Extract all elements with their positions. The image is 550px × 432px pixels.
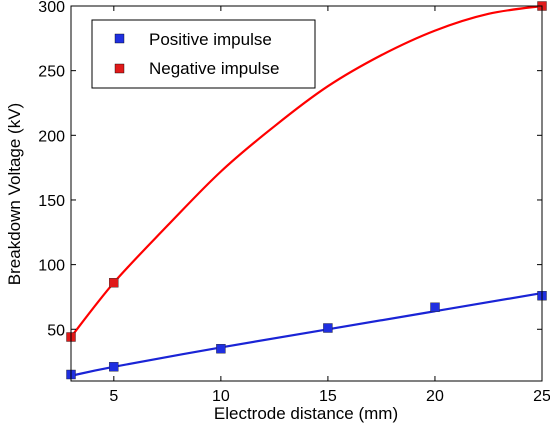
marker-negative-impulse-1 bbox=[109, 278, 119, 288]
legend-label-positive-impulse: Positive impulse bbox=[149, 30, 272, 49]
legend-label-negative-impulse: Negative impulse bbox=[149, 59, 279, 78]
y-tick-label-50: 50 bbox=[47, 322, 65, 339]
marker-positive-impulse-2 bbox=[216, 344, 226, 354]
legend-marker-positive-impulse bbox=[114, 33, 125, 44]
y-tick-label-200: 200 bbox=[38, 128, 65, 145]
y-tick-label-150: 150 bbox=[38, 193, 65, 210]
x-tick-label-20: 20 bbox=[426, 388, 444, 405]
legend-marker-negative-impulse bbox=[114, 63, 125, 74]
marker-positive-impulse-4 bbox=[430, 302, 440, 312]
y-axis-label: Breakdown Voltage (kV) bbox=[5, 103, 24, 285]
legend-box bbox=[91, 19, 316, 89]
legend: Positive impulse Negative impulse bbox=[91, 19, 316, 89]
marker-positive-impulse-1 bbox=[109, 362, 119, 372]
fit-line-negative-impulse bbox=[69, 4, 544, 339]
y-tick-label-250: 250 bbox=[38, 64, 65, 81]
x-axis-ticks: 5 10 15 20 25 bbox=[109, 6, 550, 405]
x-tick-label-10: 10 bbox=[212, 388, 230, 405]
x-tick-label-5: 5 bbox=[109, 388, 118, 405]
plot-frame bbox=[70, 5, 543, 382]
y-tick-label-100: 100 bbox=[38, 258, 65, 275]
y-tick-label-300: 300 bbox=[38, 0, 65, 16]
x-axis-label: Electrode distance (mm) bbox=[214, 404, 398, 423]
x-tick-label-15: 15 bbox=[319, 388, 337, 405]
marker-positive-impulse-3 bbox=[323, 323, 333, 333]
x-tick-label-25: 25 bbox=[533, 388, 550, 405]
y-axis-ticks: 50 100 150 200 250 300 bbox=[38, 0, 542, 339]
